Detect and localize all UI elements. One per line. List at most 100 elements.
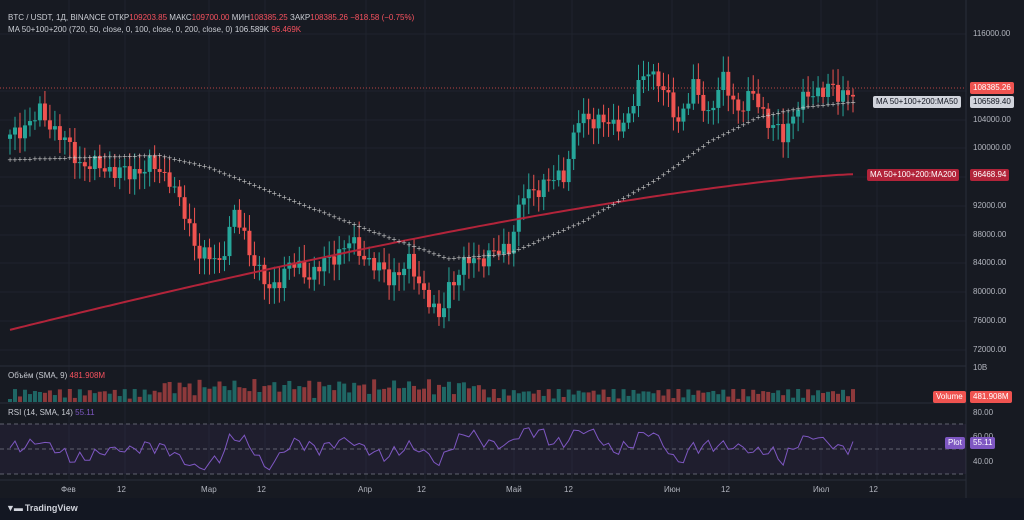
ma50-point: + <box>22 156 28 164</box>
footer-bar <box>0 498 1024 520</box>
ma50-point: + <box>456 254 462 262</box>
ma50-point: + <box>491 251 497 259</box>
ma50-point: + <box>601 206 607 214</box>
time-tick-label: Май <box>506 485 522 494</box>
candle-body <box>282 268 287 289</box>
ma50-point: + <box>117 153 123 161</box>
volume-bar <box>846 396 851 402</box>
ma50-point: + <box>566 224 572 232</box>
candle-body <box>496 250 501 254</box>
ma50-point: + <box>750 116 756 124</box>
ma50-point: + <box>157 152 163 160</box>
candle-body <box>466 257 471 264</box>
volume-bar <box>412 385 417 402</box>
candle-body <box>297 260 302 268</box>
ma50-point: + <box>705 139 711 147</box>
volume-bar <box>601 389 606 402</box>
ma50-point: + <box>222 170 228 178</box>
ma50-point: + <box>291 197 297 205</box>
candle-body <box>606 122 611 124</box>
volume-bar <box>282 384 287 402</box>
volume-bar <box>766 391 771 402</box>
rsi-legend[interactable]: RSI (14, SMA, 14) 55.11 <box>8 408 95 417</box>
volume-bar <box>696 390 701 402</box>
candle-body <box>32 120 37 122</box>
candle-body <box>621 122 626 132</box>
volume-bar <box>646 391 651 402</box>
ma50-point: + <box>212 166 218 174</box>
candle-body <box>476 258 481 260</box>
volume-bar <box>317 381 322 402</box>
ma50-point: + <box>586 215 592 223</box>
candle-body <box>766 108 771 128</box>
ma50-point: + <box>127 153 133 161</box>
candle-body <box>791 116 796 124</box>
ma-legend[interactable]: MA 50+100+200 (720, 50, close, 0, 100, c… <box>8 25 301 34</box>
candle-body <box>696 79 701 95</box>
volume-bar <box>661 395 666 402</box>
ma50-point: + <box>551 231 557 239</box>
ma50-point: + <box>461 254 467 262</box>
candle-body <box>821 87 826 97</box>
candle-body <box>197 245 202 259</box>
ma50-point: + <box>501 250 507 258</box>
candle-body <box>526 189 531 199</box>
candle-body <box>656 71 661 87</box>
low-value: 108385.25 <box>249 13 288 22</box>
ma50-line: + + + + + + + + + + + + + + + + + + + + + + + + + + + + + + + + + + + + + + + +… <box>7 99 856 263</box>
volume-bar <box>387 387 392 402</box>
ma50-point: + <box>232 174 238 182</box>
candle-body <box>531 189 536 191</box>
volume-bar <box>367 393 372 402</box>
ma50-point: + <box>107 153 113 161</box>
volume-bar <box>561 396 566 402</box>
ma50-point: + <box>227 172 233 180</box>
candle-body <box>317 266 322 272</box>
ma50-point: + <box>356 223 362 231</box>
volume-bar <box>731 389 736 402</box>
volume-bar <box>701 392 706 402</box>
volume-bar <box>262 386 267 402</box>
ma50-point: + <box>351 221 357 229</box>
candle-body <box>162 171 167 173</box>
ma50-point: + <box>376 230 382 238</box>
volume-bar <box>22 389 27 402</box>
volume-bar <box>297 386 302 402</box>
ma50-point: + <box>237 176 243 184</box>
volume-bar <box>192 395 197 402</box>
ma50-point: + <box>421 246 427 254</box>
candle-body <box>267 284 272 289</box>
ma50-point: + <box>192 160 198 168</box>
volume-legend[interactable]: Объём (SMA, 9) 481.908M <box>8 371 105 380</box>
ma50-point: + <box>810 102 816 110</box>
price-tick-label: 84000.00 <box>973 258 1007 267</box>
ma50-point: + <box>251 182 257 190</box>
ma50-point: + <box>481 252 487 260</box>
ma50-point: + <box>521 244 527 252</box>
volume-bars <box>8 379 855 402</box>
ma50-point: + <box>72 154 78 162</box>
candle-body <box>77 162 82 164</box>
current-price-tag: 108385.26 <box>970 82 1014 94</box>
candle-body <box>227 226 232 257</box>
volume-bar <box>711 390 716 402</box>
tradingview-branding[interactable]: ▼▬ TradingView <box>6 503 78 513</box>
ma50-point: + <box>651 178 657 186</box>
candle-body <box>302 260 307 278</box>
ma50-point: + <box>102 153 108 161</box>
time-tick-label: Июн <box>664 485 681 494</box>
candle-body <box>252 255 257 266</box>
candle-body <box>806 91 811 97</box>
volume-bar <box>541 395 546 402</box>
symbol-label[interactable]: BTC / USDT, 1Д, BINANCE <box>8 13 106 22</box>
candle-body <box>731 95 736 100</box>
volume-tag-value: 481.908M <box>970 391 1012 403</box>
candle-body <box>342 248 347 250</box>
price-tick-label: 88000.00 <box>973 230 1007 239</box>
volume-bar <box>481 389 486 402</box>
candle-body <box>307 277 312 280</box>
candle-body <box>446 282 451 309</box>
volume-bar <box>781 395 786 402</box>
ma50-point: + <box>441 253 447 261</box>
